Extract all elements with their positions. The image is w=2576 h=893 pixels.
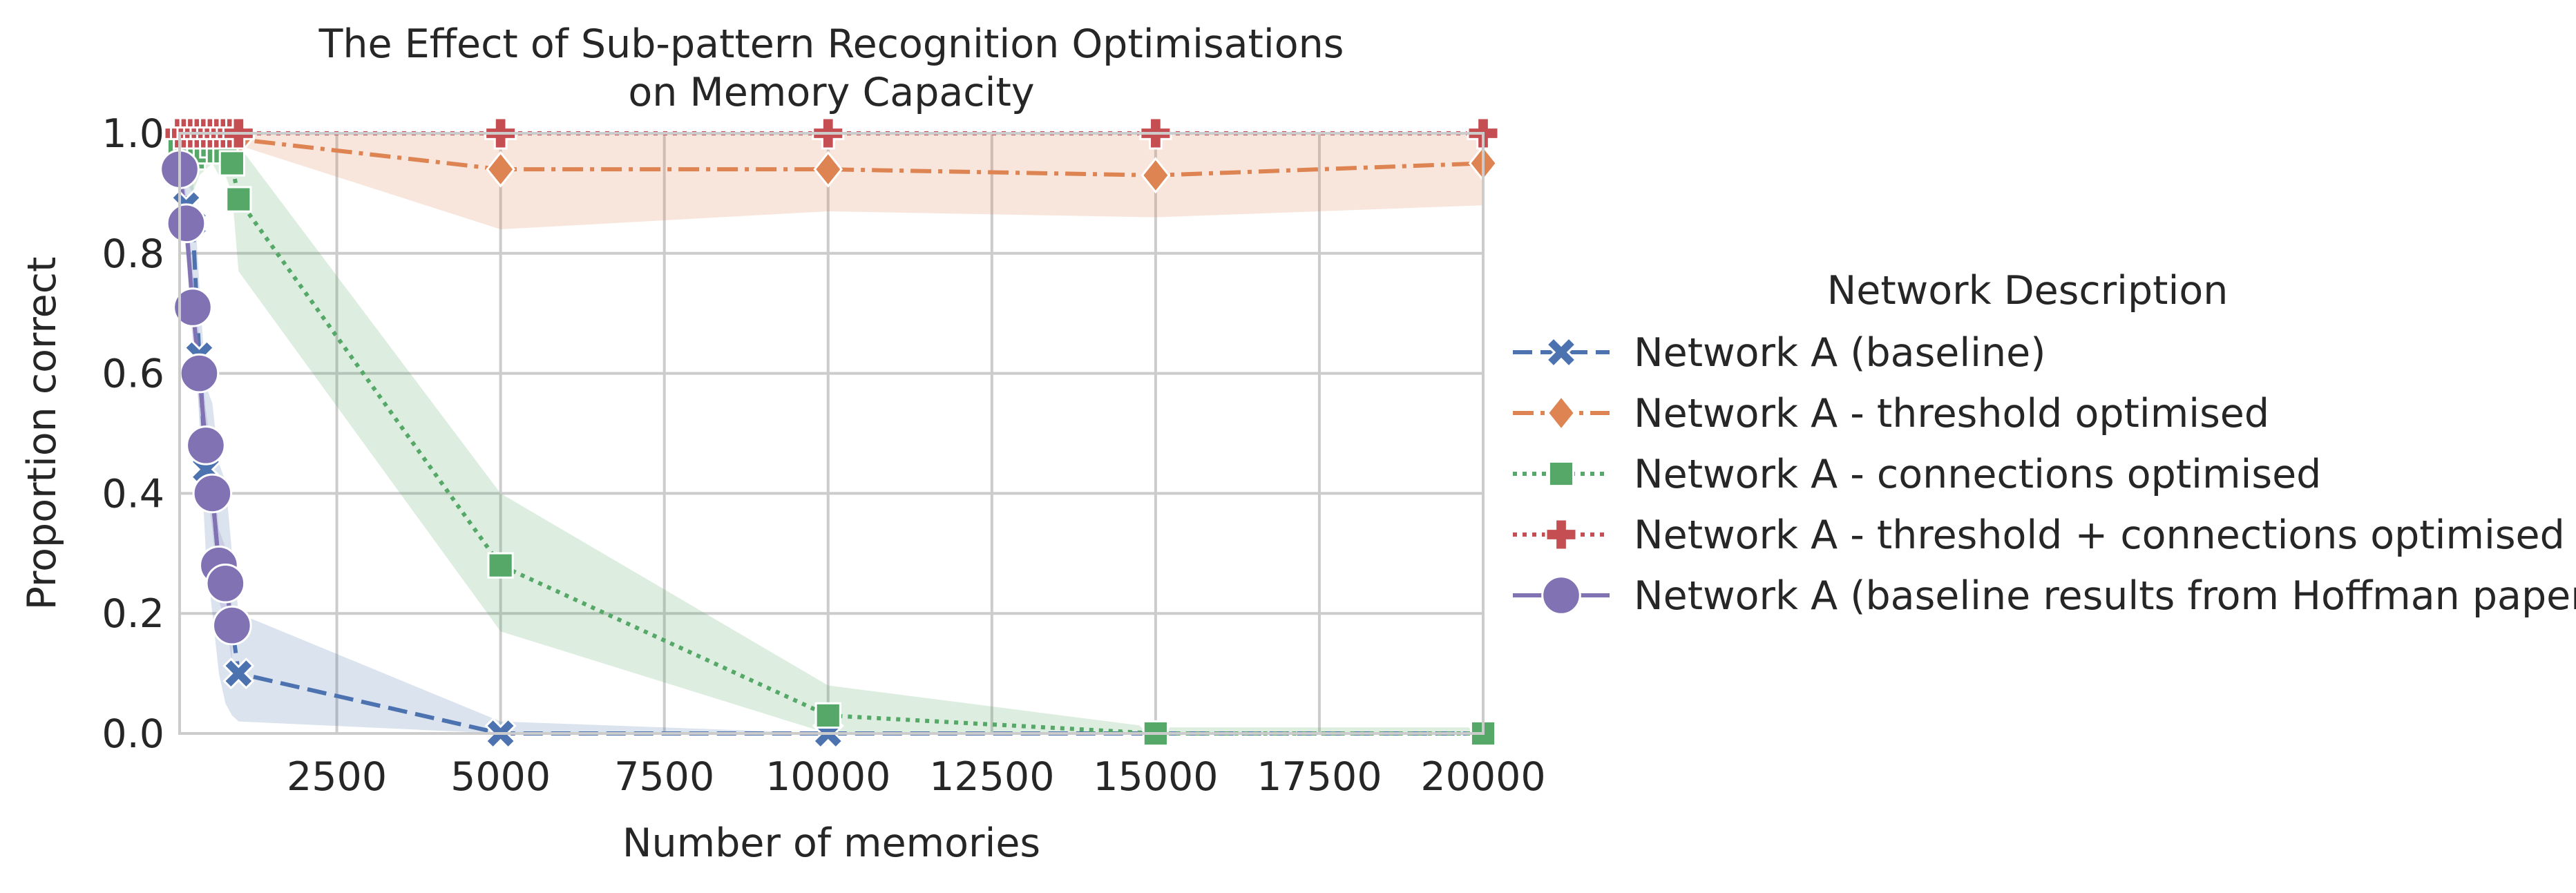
data-point-marker: [487, 552, 514, 579]
x-tick-label: 12500: [929, 754, 1054, 800]
legend-item: Network A - connections optimised: [1513, 452, 2321, 497]
data-point-marker: [192, 473, 233, 514]
data-point-marker: [212, 605, 252, 646]
legend: Network Description Network A (baseline) N…: [1513, 268, 2576, 619]
data-point-marker: [1545, 336, 1578, 369]
confidence-band: [180, 151, 1483, 733]
data-point-marker: [1541, 575, 1581, 615]
legend-item: Network A (baseline): [1513, 330, 2045, 376]
data-point-marker: [1547, 460, 1575, 488]
data-point-marker: [218, 150, 245, 177]
data-point-marker: [179, 353, 220, 394]
chart-title-line: The Effect of Sub-pattern Recognition Op…: [318, 21, 1344, 67]
y-tick-label: 0.4: [102, 471, 164, 517]
y-tick-label: 0.0: [102, 711, 164, 757]
y-tick-label: 0.8: [102, 231, 164, 277]
x-tick-label: 20000: [1420, 754, 1545, 800]
chart-title: The Effect of Sub-pattern Recognition Op…: [318, 21, 1344, 115]
data-point-marker: [166, 203, 207, 244]
x-tick-label: 10000: [765, 754, 890, 800]
data-point-marker: [814, 702, 841, 729]
data-point-marker: [813, 151, 843, 188]
y-tick-label: 0.6: [102, 352, 164, 397]
legend-item: Network A (baseline results from Hoffman…: [1513, 573, 2576, 619]
data-point-marker: [173, 287, 213, 327]
x-tick-label: 17500: [1257, 754, 1382, 800]
plot-frame: [178, 132, 1485, 735]
confidence-band: [180, 133, 1483, 733]
legend-label: Network A - threshold optimised: [1634, 391, 2269, 436]
chart-title-line: on Memory Capacity: [628, 70, 1034, 115]
legend-label: Network A (baseline): [1634, 330, 2045, 376]
axes: 2500 5000 7500 10000 12500 15000 17500 20000 0.0…: [19, 111, 1546, 866]
x-axis-label: Number of memories: [622, 820, 1040, 866]
data-point-marker: [486, 151, 515, 188]
data-point-marker: [222, 657, 255, 690]
data-point-marker: [1141, 157, 1171, 194]
x-tick-label: 5000: [450, 754, 551, 800]
legend-item: Network A - threshold + connections opti…: [1513, 512, 2565, 558]
legend-title: Network Description: [1827, 268, 2229, 314]
data-point-marker: [186, 425, 226, 465]
x-tick-label: 15000: [1093, 754, 1218, 800]
y-tick-label: 0.2: [102, 591, 164, 637]
x-tick-label: 7500: [614, 754, 714, 800]
data-point-marker: [205, 563, 246, 604]
plot-background: [180, 133, 1483, 733]
legend-label: Network A - threshold + connections opti…: [1634, 512, 2565, 558]
y-tick-label: 1.0: [102, 111, 164, 157]
legend-item: Network A - threshold optimised: [1513, 391, 2269, 436]
legend-label: Network A (baseline results from Hoffman…: [1634, 573, 2576, 619]
data-point-marker: [225, 186, 252, 213]
x-tick-label: 2500: [287, 754, 387, 800]
data-point-marker: [1546, 394, 1576, 432]
legend-label: Network A - connections optimised: [1634, 452, 2321, 497]
data-point-marker: [1545, 518, 1578, 551]
y-axis-label: Proportion correct: [19, 257, 65, 611]
